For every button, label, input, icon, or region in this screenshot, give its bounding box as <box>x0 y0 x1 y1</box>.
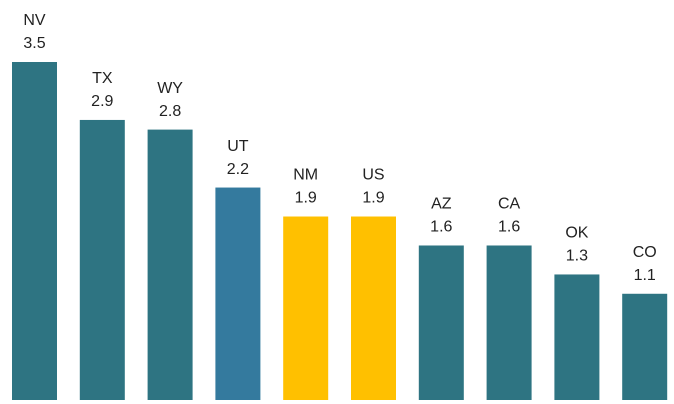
bar <box>12 62 57 400</box>
category-label: UT <box>227 138 249 155</box>
category-label: AZ <box>431 196 452 213</box>
bar <box>147 129 193 400</box>
bar <box>622 293 668 400</box>
bar <box>215 187 261 400</box>
category-label: US <box>362 167 384 184</box>
value-label: 1.9 <box>362 190 384 207</box>
value-label: 1.1 <box>634 267 656 284</box>
category-label: NV <box>23 12 46 29</box>
value-label: 2.2 <box>227 161 249 178</box>
bar <box>418 245 464 400</box>
value-label: 1.9 <box>295 190 317 207</box>
bar <box>79 119 125 400</box>
value-label: 1.6 <box>498 219 520 236</box>
bar <box>554 274 600 400</box>
category-label: CA <box>498 196 521 213</box>
bar <box>283 216 329 400</box>
value-label: 3.5 <box>23 35 45 52</box>
value-label: 2.9 <box>91 93 113 110</box>
category-label: WY <box>157 80 183 97</box>
bar <box>351 216 396 400</box>
category-label: OK <box>565 225 588 242</box>
bar <box>486 245 532 400</box>
category-label: TX <box>92 70 113 87</box>
value-label: 2.8 <box>159 103 181 120</box>
value-label: 1.3 <box>566 248 588 265</box>
value-label: 1.6 <box>430 219 452 236</box>
category-label: CO <box>633 244 657 261</box>
category-label: NM <box>293 167 318 184</box>
